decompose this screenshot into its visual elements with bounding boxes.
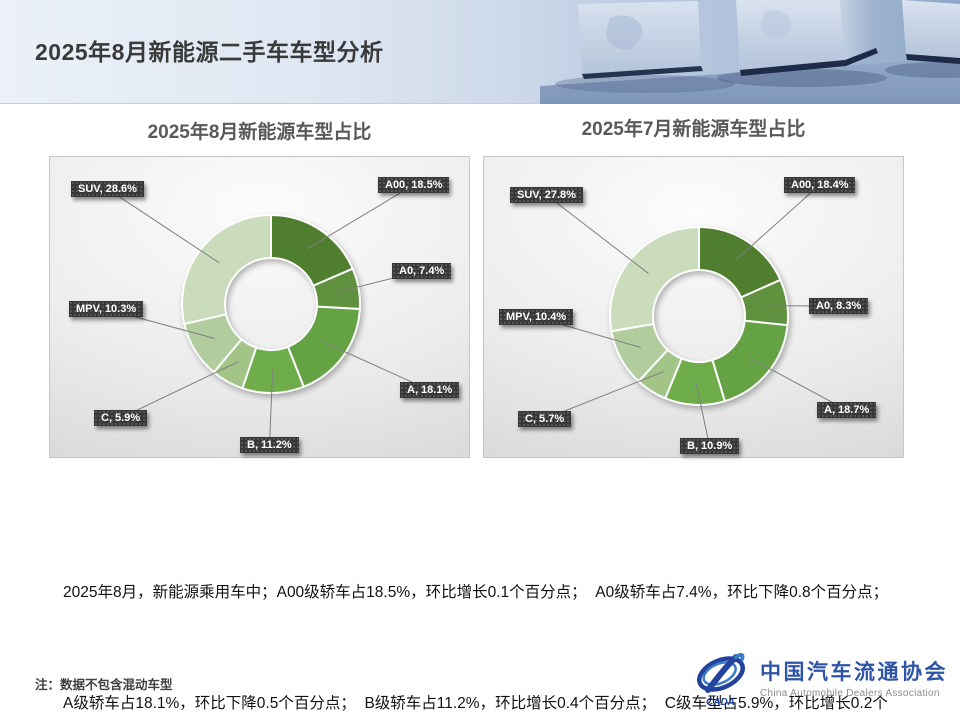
cada-logo-text: 中国汽车流通协会 China Automobile Dealers Associ… — [760, 652, 948, 699]
data-label-A0: A0, 7.4% — [392, 263, 452, 279]
footnote: 注：数据不包含混动车型 — [35, 678, 173, 692]
data-label-A: A, 18.7% — [817, 402, 877, 418]
data-label-A00: A00, 18.5% — [378, 177, 450, 193]
cada-logo-cn: 中国汽车流通协会 — [760, 660, 948, 684]
summary-text: 2025年8月，新能源乘用车中；A00级轿车占18.5%，环比增长0.1个百分点… — [63, 500, 913, 720]
charts-row: 2025年8月新能源车型占比 A00, 18.5% A0, 7.4% A, 18.1… — [0, 104, 960, 458]
donut-svg — [105, 184, 430, 446]
cada-logo-en: China Automobile Dealers Association — [760, 688, 940, 699]
label-leader-line — [306, 184, 414, 250]
donut-slice-A — [711, 319, 789, 403]
label-leader-line — [269, 369, 274, 446]
data-label-MPV: MPV, 10.3% — [69, 301, 144, 317]
donut-slice-SUV — [181, 214, 272, 325]
chart-title-august: 2025年8月新能源车型占比 — [147, 121, 372, 143]
data-label-SUV: SUV, 28.6% — [71, 181, 144, 197]
chart-august: 2025年8月新能源车型占比 A00, 18.5% A0, 7.4% A, 18.1… — [49, 104, 470, 458]
label-leader-line — [107, 188, 220, 264]
data-label-A: A, 18.1% — [400, 382, 460, 398]
donut-chart-august: A00, 18.5% A0, 7.4% A, 18.1% B, 11.2% C, 5.9… — [49, 156, 470, 458]
cada-logo-icon: CADA — [697, 652, 745, 708]
cada-logo: CADA 中国汽车流通协会 China Automobile Dealers A… — [692, 652, 948, 710]
svg-text:CADA: CADA — [706, 697, 735, 708]
summary-line-1: 2025年8月，新能源乘用车中；A00级轿车占18.5%，环比增长0.1个百分点… — [63, 584, 889, 601]
data-label-A0: A0, 8.3% — [809, 298, 869, 314]
chart-july: 2025年7月新能源车型占比 A00, 18.4% A0, 8.3% A, 18.7… — [483, 104, 904, 458]
label-leader-line — [546, 194, 649, 274]
data-label-MPV: MPV, 10.4% — [499, 309, 574, 325]
label-leader-line — [749, 357, 847, 411]
data-label-B: B, 11.2% — [240, 437, 299, 453]
label-leader-line — [120, 361, 239, 419]
header-banner: 2025年8月新能源二手车车型分析 — [0, 0, 960, 104]
data-label-SUV: SUV, 27.8% — [510, 187, 583, 203]
donut-chart-july: A00, 18.4% A0, 8.3% A, 18.7% B, 10.9% C, 5.7… — [483, 156, 904, 458]
data-label-B: B, 10.9% — [680, 438, 740, 454]
data-label-C: C, 5.7% — [518, 411, 572, 427]
donut-svg — [535, 184, 847, 447]
label-leader-line — [734, 184, 820, 262]
summary-line-2: A级轿车占18.1%，环比下降0.5个百分点； B级轿车占11.2%，环比增长0… — [63, 695, 888, 712]
data-label-A00: A00, 18.4% — [784, 177, 856, 193]
page-title: 2025年8月新能源二手车车型分析 — [35, 39, 384, 65]
donut-slice-SUV — [609, 226, 700, 333]
header-decoration-cubes — [540, 0, 960, 104]
label-leader-line — [695, 381, 710, 447]
data-label-C: C, 5.9% — [94, 410, 148, 426]
chart-title-july: 2025年7月新能源车型占比 — [581, 119, 806, 140]
